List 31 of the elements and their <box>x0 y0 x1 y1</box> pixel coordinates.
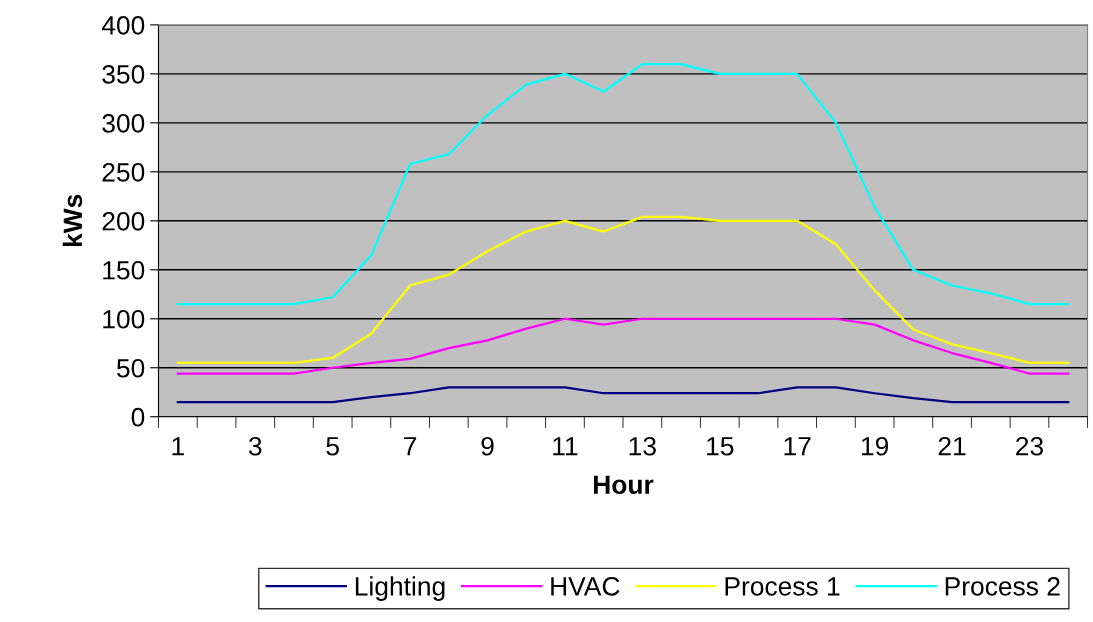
y-tick-label: 300 <box>102 113 145 133</box>
line-series <box>176 62 1070 306</box>
x-tick-label: 7 <box>404 437 417 456</box>
y-tick-label: 100 <box>103 309 145 329</box>
x-tick-label: 9 <box>481 436 494 456</box>
x-tick-label: 5 <box>326 437 339 456</box>
x-tick-label: 1 <box>172 437 184 456</box>
legend-label: HVAC <box>551 576 620 596</box>
x-tick-label: 21 <box>938 436 966 456</box>
x-tick-label: 15 <box>707 437 734 456</box>
y-tick-label: 150 <box>103 260 145 280</box>
y-axis-title: kWs <box>62 194 83 247</box>
x-tick-label: 17 <box>784 437 811 456</box>
y-tick-label: 250 <box>102 162 145 182</box>
x-tick-label: 13 <box>629 436 656 456</box>
x-tick-label: 23 <box>1016 436 1043 456</box>
legend-label: Process 1 <box>725 577 840 596</box>
line-series <box>176 386 1070 404</box>
y-tick-label: 350 <box>102 65 145 84</box>
y-tick-label: 200 <box>102 211 145 231</box>
y-tick-label: 50 <box>117 358 145 378</box>
x-tick-label: 3 <box>248 436 262 456</box>
legend-label: Process 2 <box>945 576 1060 596</box>
line-series <box>176 317 1070 375</box>
line-series <box>176 215 1070 364</box>
y-tick-label: 400 <box>101 16 145 35</box>
x-axis-title: Hour <box>593 475 654 495</box>
legend-label: Lighting <box>355 576 445 601</box>
x-tick-label: 19 <box>861 436 889 456</box>
y-tick-label: 0 <box>131 407 145 427</box>
x-tick-label: 11 <box>553 437 578 456</box>
